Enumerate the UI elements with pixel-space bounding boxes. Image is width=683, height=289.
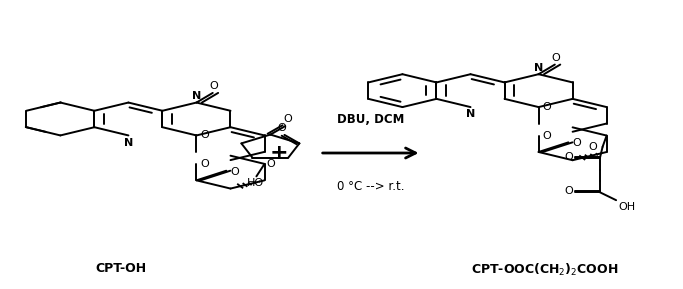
Text: N: N bbox=[192, 91, 201, 101]
Text: O: O bbox=[588, 142, 597, 152]
Text: OH: OH bbox=[619, 202, 636, 212]
Text: N: N bbox=[534, 62, 543, 73]
Text: N: N bbox=[124, 138, 133, 148]
Text: +: + bbox=[270, 143, 288, 163]
Text: O: O bbox=[277, 123, 286, 133]
Text: 0 °C --> r.t.: 0 °C --> r.t. bbox=[337, 180, 404, 193]
Text: O: O bbox=[543, 102, 551, 112]
Text: O: O bbox=[210, 81, 219, 91]
Text: O: O bbox=[572, 138, 581, 149]
Text: O: O bbox=[552, 53, 561, 63]
Text: HO: HO bbox=[247, 178, 264, 188]
Text: DBU, DCM: DBU, DCM bbox=[337, 113, 404, 126]
Text: O: O bbox=[564, 186, 573, 197]
Text: O: O bbox=[230, 167, 239, 177]
Text: CPT-OH: CPT-OH bbox=[96, 262, 147, 275]
Text: O: O bbox=[564, 152, 573, 162]
Text: CPT-OOC(CH$_2$)$_2$COOH: CPT-OOC(CH$_2$)$_2$COOH bbox=[471, 262, 618, 278]
Text: O: O bbox=[201, 159, 209, 169]
Text: O: O bbox=[543, 131, 551, 140]
Text: O: O bbox=[283, 114, 292, 124]
Text: O: O bbox=[266, 159, 275, 169]
Text: O: O bbox=[201, 130, 209, 140]
Text: N: N bbox=[466, 109, 475, 119]
